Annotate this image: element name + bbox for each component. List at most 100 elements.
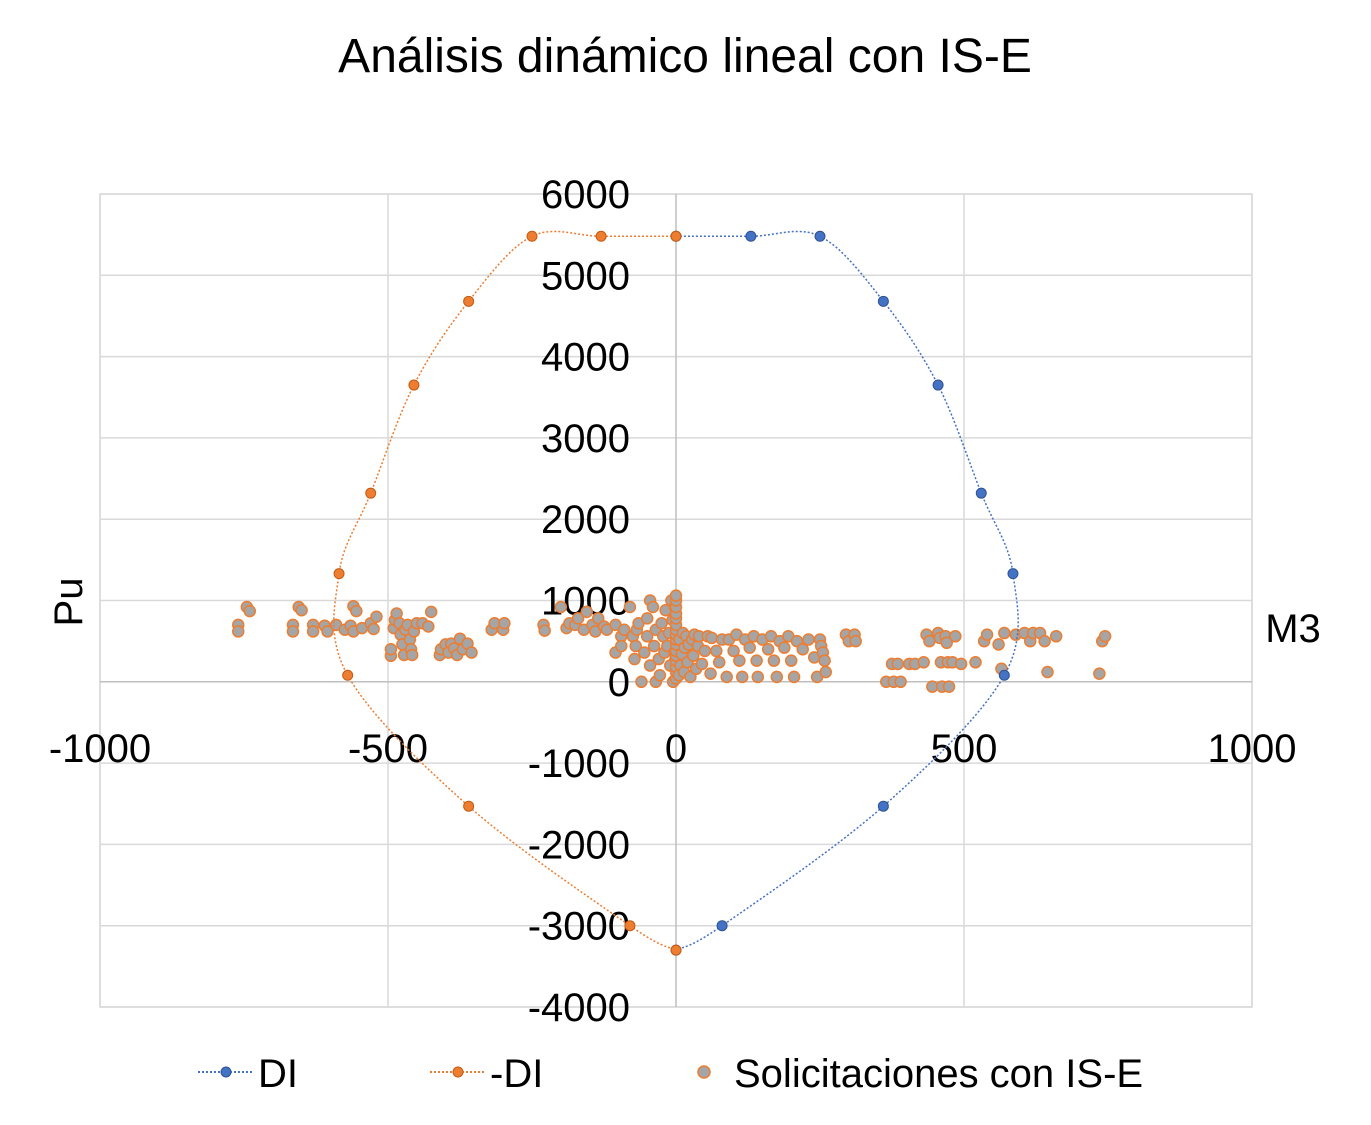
data-point <box>940 636 953 650</box>
data-point <box>463 295 475 307</box>
chart-title: Análisis dinámico lineal con IS-E <box>338 30 1032 83</box>
data-point <box>998 669 1010 681</box>
data-point <box>243 604 257 618</box>
data-point <box>787 670 801 684</box>
data-point <box>712 656 726 669</box>
data-point <box>655 617 668 630</box>
data-point <box>894 675 907 689</box>
y-tick-label: 2000 <box>541 498 630 542</box>
data-point <box>342 669 354 681</box>
legend-item-neg-di[interactable]: -DI <box>430 1052 543 1096</box>
data-point <box>670 944 682 956</box>
series-layer <box>231 230 1112 956</box>
data-point <box>640 630 654 643</box>
data-point <box>498 617 511 630</box>
data-point <box>705 631 718 645</box>
data-point <box>463 800 475 812</box>
data-point <box>306 625 320 638</box>
data-point <box>750 654 763 667</box>
data-point <box>638 646 651 659</box>
data-point <box>917 656 930 669</box>
y-tick-label: -3000 <box>528 905 630 949</box>
data-point <box>526 230 538 242</box>
data-point <box>704 667 717 680</box>
legend-label-neg-di: -DI <box>490 1052 543 1096</box>
data-point <box>877 800 889 812</box>
data-point <box>367 622 380 636</box>
data-point <box>849 634 862 648</box>
data-point <box>653 669 667 682</box>
data-point <box>595 230 607 242</box>
data-point <box>405 648 419 662</box>
data-point <box>321 625 334 638</box>
legend-marker-neg-di <box>452 1066 464 1078</box>
data-point <box>735 670 749 684</box>
y-tick-label: 4000 <box>541 336 630 380</box>
y-tick-label: 0 <box>608 661 630 705</box>
legend-item-solicitaciones[interactable]: Solicitaciones con IS-E <box>697 1052 1143 1096</box>
data-point <box>923 634 936 648</box>
y-tick-label: 5000 <box>541 254 630 298</box>
data-point <box>1098 630 1112 643</box>
data-point <box>286 625 300 638</box>
data-point <box>992 638 1005 651</box>
data-point <box>422 620 435 633</box>
series-solicitaciones <box>231 589 1112 693</box>
legend-marker-di <box>220 1066 232 1078</box>
data-point <box>384 643 398 656</box>
data-point <box>778 641 791 654</box>
y-tick-label: 6000 <box>541 173 630 217</box>
data-point <box>615 639 628 653</box>
data-point <box>802 633 815 646</box>
data-point <box>784 654 798 667</box>
data-point <box>580 605 593 619</box>
data-point <box>465 646 478 659</box>
data-point <box>295 604 308 617</box>
data-point <box>969 656 982 669</box>
legend-marker-solicitaciones <box>697 1065 711 1079</box>
data-point <box>408 379 420 391</box>
data-point <box>1007 568 1019 580</box>
data-point <box>231 625 245 638</box>
data-point <box>571 612 585 625</box>
data-point <box>998 626 1011 640</box>
data-point <box>942 680 956 693</box>
data-point <box>424 605 438 619</box>
data-point <box>796 643 809 656</box>
data-point <box>624 920 636 932</box>
data-point <box>629 639 642 653</box>
data-point <box>370 610 383 624</box>
series-di <box>670 230 1019 956</box>
data-point <box>767 654 781 667</box>
x-tick-label: -500 <box>348 727 428 771</box>
legend-item-di[interactable]: DI <box>198 1052 298 1096</box>
data-point <box>646 600 660 614</box>
data-point <box>695 657 709 671</box>
data-point <box>333 568 345 580</box>
data-point <box>954 657 968 671</box>
data-point <box>733 654 746 667</box>
data-point <box>1038 634 1051 648</box>
data-point <box>932 379 944 391</box>
y-tick-label: -1000 <box>528 742 630 786</box>
x-tick-label: 0 <box>665 727 687 771</box>
data-point <box>538 624 551 637</box>
data-point <box>877 295 889 307</box>
x-axis-label: M3 <box>1265 607 1321 651</box>
x-tick-label: -1000 <box>49 727 151 771</box>
data-point <box>669 589 683 602</box>
series-neg-di <box>333 230 682 956</box>
data-point <box>635 675 648 689</box>
data-point <box>814 230 826 242</box>
data-point <box>647 639 661 653</box>
legend-label-di: DI <box>258 1052 298 1096</box>
y-tick-label: 3000 <box>541 417 630 461</box>
data-point <box>819 665 833 679</box>
data-point <box>670 230 682 242</box>
data-point <box>770 670 784 684</box>
legend: DI -DI Solicitaciones con IS-E <box>198 1052 1143 1096</box>
data-point <box>751 670 765 684</box>
data-point <box>980 628 994 641</box>
data-point <box>1093 667 1106 680</box>
